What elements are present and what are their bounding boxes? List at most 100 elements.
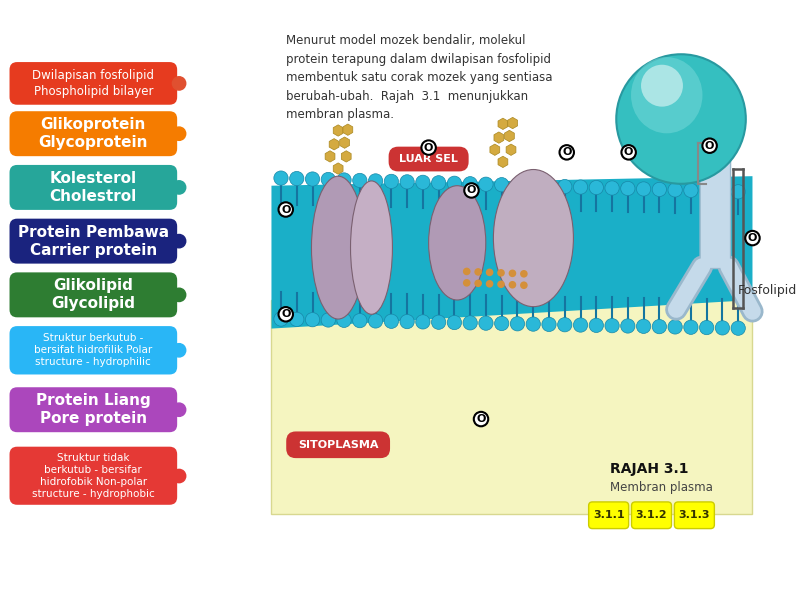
Circle shape: [384, 314, 398, 328]
Text: LUAR SEL: LUAR SEL: [399, 154, 458, 164]
Circle shape: [290, 312, 304, 326]
Circle shape: [558, 179, 572, 194]
Circle shape: [494, 178, 509, 192]
Circle shape: [173, 469, 186, 482]
Circle shape: [699, 320, 714, 335]
Text: O: O: [705, 140, 714, 151]
Circle shape: [369, 314, 382, 328]
Circle shape: [463, 279, 470, 287]
Circle shape: [173, 344, 186, 357]
Circle shape: [684, 183, 698, 197]
Circle shape: [641, 65, 683, 107]
Circle shape: [520, 270, 528, 278]
Circle shape: [509, 281, 516, 289]
Circle shape: [474, 280, 482, 287]
Circle shape: [715, 321, 730, 335]
Circle shape: [431, 315, 446, 329]
Polygon shape: [271, 300, 753, 514]
Circle shape: [478, 316, 493, 330]
FancyBboxPatch shape: [389, 146, 469, 172]
FancyBboxPatch shape: [10, 165, 177, 210]
Circle shape: [542, 317, 556, 332]
FancyBboxPatch shape: [700, 141, 730, 269]
FancyBboxPatch shape: [10, 272, 177, 317]
Circle shape: [684, 320, 698, 334]
Circle shape: [353, 173, 367, 188]
FancyBboxPatch shape: [10, 62, 177, 105]
Circle shape: [498, 269, 505, 277]
Circle shape: [337, 313, 351, 328]
Circle shape: [652, 319, 666, 334]
Circle shape: [478, 177, 493, 191]
Circle shape: [558, 317, 572, 332]
Circle shape: [337, 173, 351, 187]
Circle shape: [173, 235, 186, 248]
FancyBboxPatch shape: [10, 446, 177, 505]
FancyBboxPatch shape: [286, 431, 390, 458]
Circle shape: [520, 281, 528, 289]
Text: Fosfolipid: Fosfolipid: [738, 284, 798, 297]
Circle shape: [605, 181, 619, 195]
Circle shape: [463, 268, 470, 275]
Ellipse shape: [311, 176, 365, 319]
Circle shape: [173, 181, 186, 194]
Circle shape: [306, 172, 320, 186]
Circle shape: [400, 175, 414, 189]
Circle shape: [605, 319, 619, 333]
Circle shape: [447, 176, 462, 190]
Text: SITOPLASMA: SITOPLASMA: [298, 440, 378, 450]
Text: RAJAH 3.1: RAJAH 3.1: [610, 462, 688, 476]
Text: Kolesterol
Cholestrol: Kolesterol Cholestrol: [50, 171, 137, 204]
Text: Membran plasma: Membran plasma: [610, 481, 713, 494]
Circle shape: [486, 269, 494, 276]
Circle shape: [463, 316, 478, 330]
FancyBboxPatch shape: [10, 218, 177, 263]
Text: O: O: [467, 185, 476, 196]
FancyBboxPatch shape: [10, 111, 177, 156]
Circle shape: [510, 317, 525, 331]
Text: O: O: [281, 205, 290, 215]
Circle shape: [699, 184, 714, 198]
Circle shape: [290, 172, 304, 185]
Circle shape: [416, 315, 430, 329]
Text: O: O: [748, 233, 757, 243]
Text: O: O: [476, 414, 486, 424]
Circle shape: [637, 182, 650, 196]
Ellipse shape: [350, 181, 393, 314]
Circle shape: [173, 77, 186, 90]
Circle shape: [509, 269, 516, 277]
Circle shape: [510, 178, 525, 193]
Circle shape: [173, 403, 186, 416]
Circle shape: [621, 181, 635, 196]
Ellipse shape: [429, 186, 486, 300]
Circle shape: [526, 179, 540, 193]
Circle shape: [369, 174, 382, 188]
Circle shape: [384, 174, 398, 188]
Circle shape: [542, 179, 556, 193]
FancyBboxPatch shape: [674, 502, 714, 529]
Text: O: O: [281, 309, 290, 319]
Circle shape: [668, 183, 682, 197]
Text: Glikolipid
Glycolipid: Glikolipid Glycolipid: [51, 278, 135, 311]
Circle shape: [494, 316, 509, 331]
FancyBboxPatch shape: [631, 502, 671, 529]
Circle shape: [589, 181, 603, 194]
Circle shape: [306, 313, 320, 327]
Circle shape: [715, 184, 730, 199]
Text: O: O: [624, 148, 634, 157]
Circle shape: [416, 175, 430, 190]
Circle shape: [498, 280, 505, 288]
Circle shape: [731, 321, 746, 335]
Text: 3.1.2: 3.1.2: [636, 510, 667, 520]
Circle shape: [447, 316, 462, 329]
Text: Struktur tidak
berkutub - bersifar
hidrofobik Non-polar
structure - hydrophobic: Struktur tidak berkutub - bersifar hidro…: [32, 453, 154, 499]
Circle shape: [616, 54, 746, 184]
Text: Protein Liang
Pore protein: Protein Liang Pore protein: [36, 393, 150, 426]
Circle shape: [668, 320, 682, 334]
Circle shape: [274, 171, 288, 185]
Text: Glikoprotein
Glycoprotein: Glikoprotein Glycoprotein: [38, 117, 148, 150]
Text: Protein Pembawa
Carrier protein: Protein Pembawa Carrier protein: [18, 224, 169, 257]
Circle shape: [526, 317, 540, 331]
Circle shape: [589, 318, 603, 332]
Text: Menurut model mozek bendalir, molekul
protein terapung dalam dwilapisan fosfolip: Menurut model mozek bendalir, molekul pr…: [286, 34, 552, 121]
